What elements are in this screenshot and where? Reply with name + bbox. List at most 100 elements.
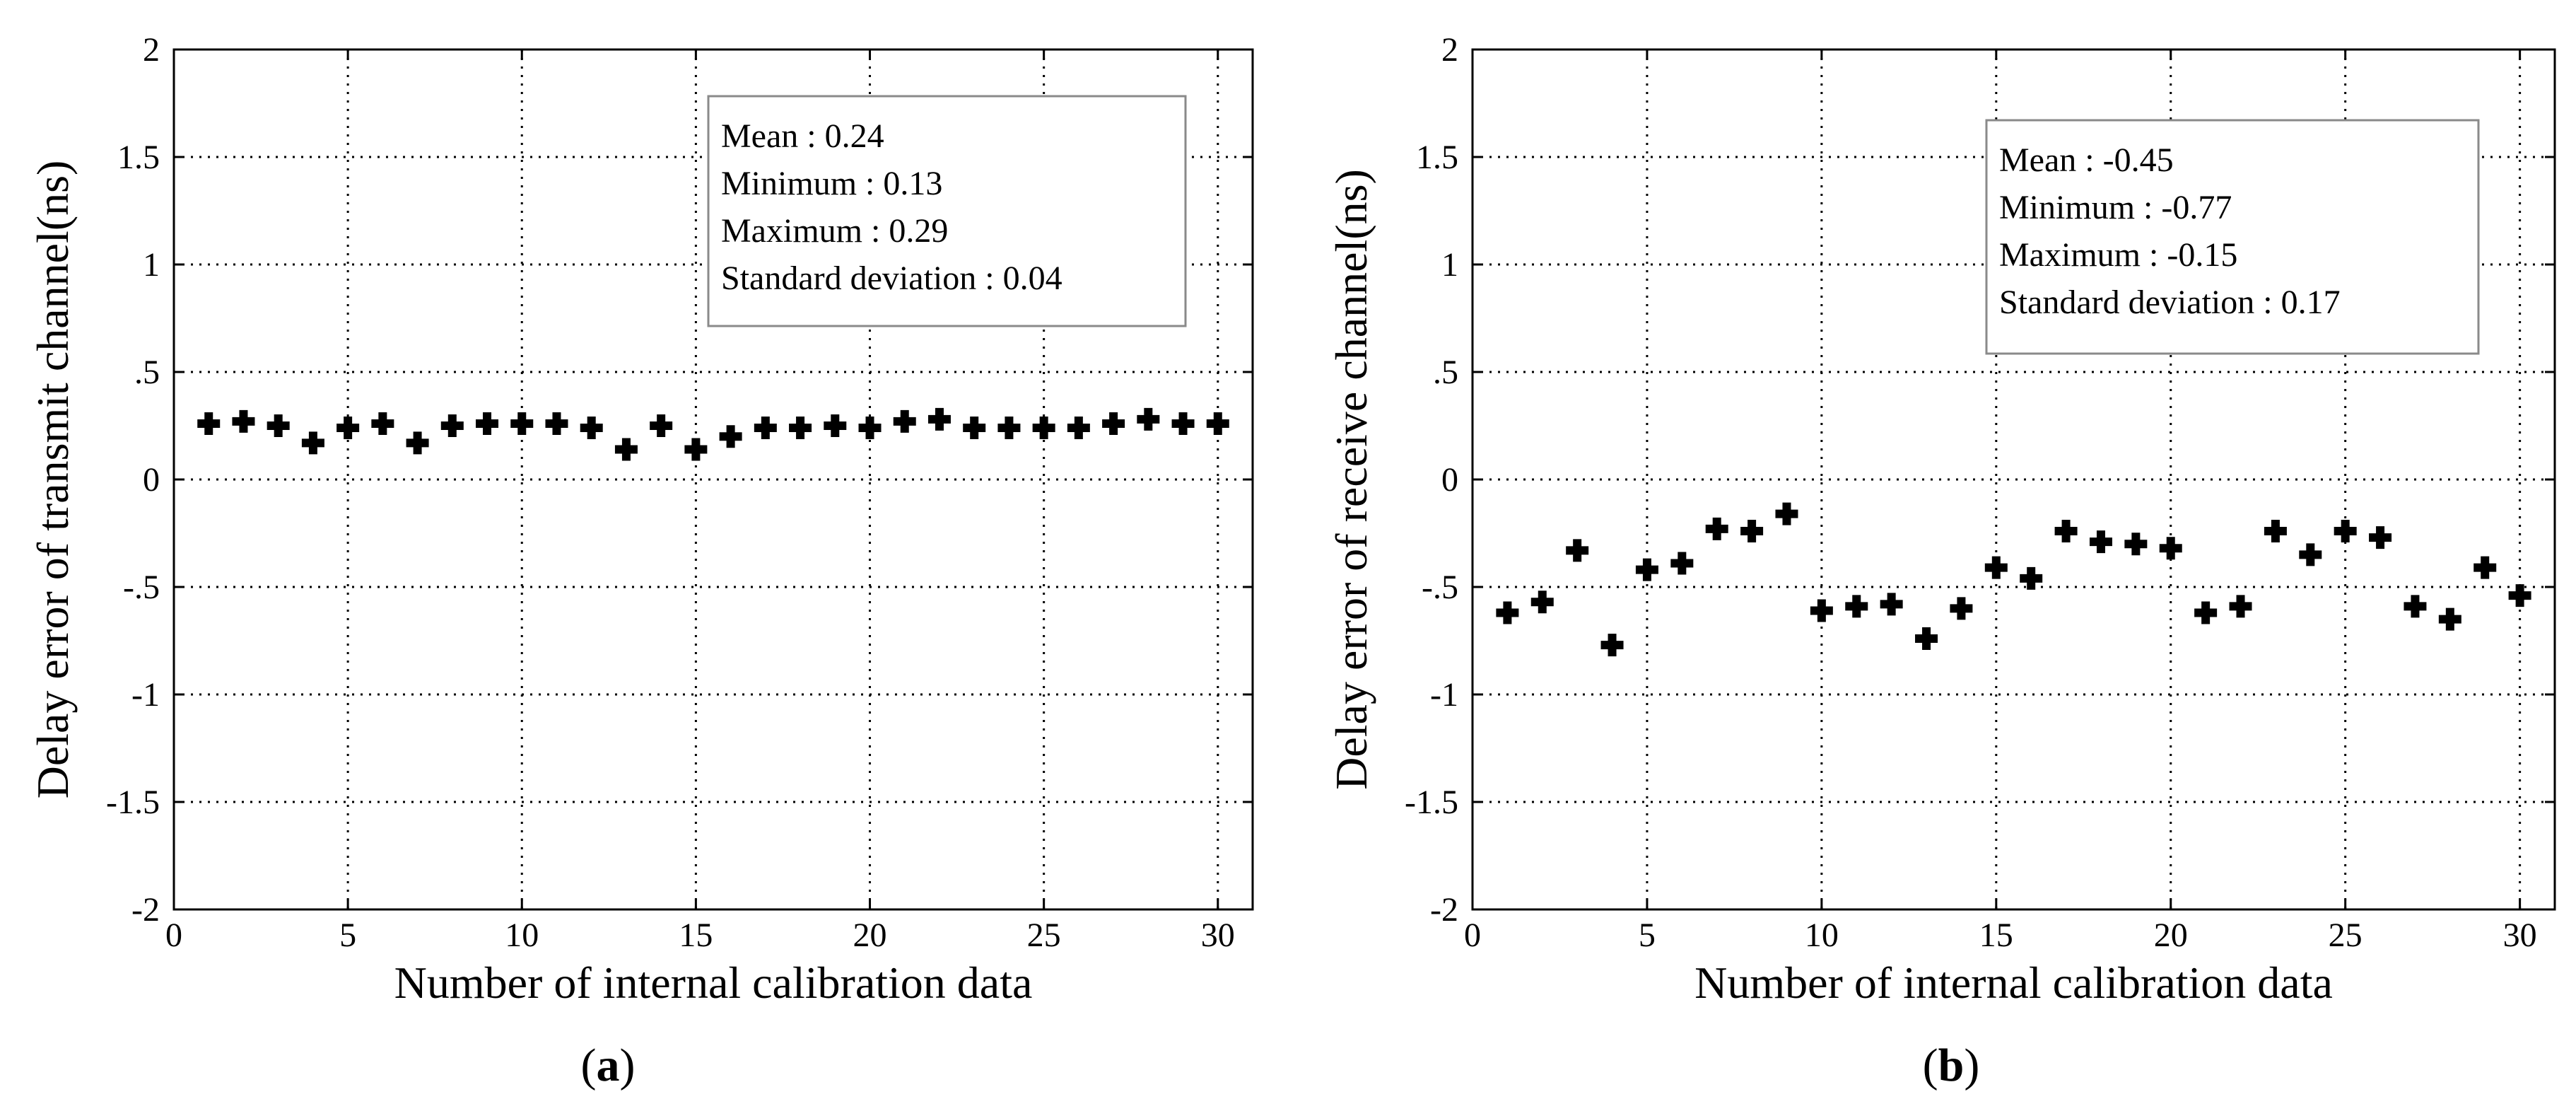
y-tick-label: 1 xyxy=(143,246,160,284)
x-tick-label: 25 xyxy=(2329,917,2363,954)
stats-box: Mean : -0.45 Minimum : -0.77 Maximum : -0.… xyxy=(1985,119,2480,355)
y-tick-label: 0 xyxy=(143,461,160,499)
data-point xyxy=(406,431,429,455)
y-tick-label: 1.5 xyxy=(1416,139,1458,176)
data-point xyxy=(2124,533,2148,556)
stats-line: Mean : -0.45 xyxy=(1999,141,2174,179)
data-point xyxy=(2020,566,2043,590)
data-point xyxy=(1810,599,1833,622)
data-point xyxy=(440,414,464,437)
x-tick-label: 15 xyxy=(1979,917,2013,954)
x-tick-label: 30 xyxy=(1201,917,1235,954)
stats-line: Mean : 0.24 xyxy=(721,117,884,155)
data-point xyxy=(1950,597,1973,620)
panel-label-close: ) xyxy=(1964,1040,1979,1091)
y-tick-label: .5 xyxy=(134,354,160,391)
data-point xyxy=(1032,417,1055,440)
x-tick-label: 15 xyxy=(679,917,713,954)
x-tick-label: 10 xyxy=(1805,917,1839,954)
stats-box-frame xyxy=(707,95,1187,327)
data-point xyxy=(1845,595,1868,618)
panel-label-open: ( xyxy=(1923,1040,1938,1091)
data-point xyxy=(2299,543,2322,566)
data-point xyxy=(789,417,812,440)
data-point xyxy=(893,409,916,433)
data-point xyxy=(2473,556,2497,579)
data-point xyxy=(2438,607,2461,631)
data-point xyxy=(2508,584,2531,607)
panel-label-close: ) xyxy=(620,1040,636,1091)
data-point xyxy=(510,412,534,435)
x-tick-label: 5 xyxy=(1639,917,1656,954)
y-tick-label: -1 xyxy=(131,676,160,714)
data-point xyxy=(1530,591,1554,614)
data-point xyxy=(2334,519,2357,542)
x-tick-label: 20 xyxy=(853,917,887,954)
x-tick-label: 25 xyxy=(1027,917,1061,954)
x-axis-title: Number of internal calibration data xyxy=(394,958,1033,1008)
y-tick-label: -1.5 xyxy=(1405,784,1458,821)
data-point xyxy=(858,417,882,440)
stats-line: Minimum : -0.77 xyxy=(1999,189,2232,226)
data-point xyxy=(2404,595,2427,618)
data-point xyxy=(1206,412,1229,435)
chart-panel-b: 0 5 10 15 20 25 30 -2 -1.5 -1 -.5 0 .5 1 1.5 2 Number of… xyxy=(1326,31,2556,1091)
y-tick-label: 1 xyxy=(1441,246,1458,284)
data-point xyxy=(371,412,394,435)
stats-line: Standard deviation : 0.04 xyxy=(721,260,1062,297)
x-tick-label: 0 xyxy=(1464,917,1481,954)
data-point xyxy=(1102,412,1125,435)
stats-line: Minimum : 0.13 xyxy=(721,165,942,202)
y-tick-label: -2 xyxy=(131,891,160,929)
data-point xyxy=(684,438,708,461)
data-point xyxy=(927,407,951,431)
y-tick-label: -1.5 xyxy=(106,784,160,821)
data-point xyxy=(1137,407,1160,431)
panel-label-letter: a xyxy=(597,1040,620,1091)
data-point xyxy=(963,417,986,440)
data-point xyxy=(2159,537,2182,560)
y-tick-label: 0 xyxy=(1441,461,1458,499)
y-tick-label: -2 xyxy=(1430,891,1458,929)
data-point xyxy=(545,412,568,435)
data-point xyxy=(336,417,360,440)
y-tick-label: -1 xyxy=(1430,676,1458,714)
data-point xyxy=(197,412,221,435)
data-point xyxy=(2054,519,2078,542)
data-point xyxy=(650,414,673,437)
x-axis-title: Number of internal calibration data xyxy=(1694,958,2333,1008)
y-tick-label: -.5 xyxy=(123,569,160,606)
data-point xyxy=(2229,595,2252,618)
panel-label: (b) xyxy=(1923,1040,1980,1091)
data-point xyxy=(1496,601,1519,624)
data-point xyxy=(754,417,777,440)
data-point xyxy=(1600,634,1624,657)
data-point xyxy=(476,412,499,435)
data-point xyxy=(2194,601,2218,624)
data-point xyxy=(1171,412,1195,435)
data-point xyxy=(232,409,255,433)
data-point xyxy=(1775,502,1798,525)
data-point xyxy=(1566,539,1589,562)
data-point xyxy=(1915,627,1938,650)
x-tick-label: 20 xyxy=(2154,917,2188,954)
data-point xyxy=(1880,593,1903,616)
y-axis-title: Delay error of transmit channel(ns) xyxy=(28,161,78,799)
y-axis-title: Delay error of receive channel(ns) xyxy=(1326,169,1376,790)
panel-label-letter: b xyxy=(1938,1040,1965,1091)
data-point xyxy=(1740,519,1764,542)
data-point xyxy=(1984,556,2008,579)
stats-line: Maximum : 0.29 xyxy=(721,212,948,250)
y-tick-label: 1.5 xyxy=(117,139,160,176)
x-tick-label: 5 xyxy=(339,917,356,954)
data-point xyxy=(301,431,324,455)
data-point xyxy=(2369,526,2392,549)
y-tick-label: .5 xyxy=(1433,354,1458,391)
x-tick-label: 10 xyxy=(505,917,539,954)
data-point xyxy=(719,425,742,448)
data-point xyxy=(2089,530,2112,554)
data-point xyxy=(1670,552,1694,575)
chart-panel-a: 0 5 10 15 20 25 30 -2 -1.5 -1 -.5 0 .5 1 1.5 2 Number of… xyxy=(28,31,1254,1091)
panel-label: (a) xyxy=(581,1040,636,1091)
